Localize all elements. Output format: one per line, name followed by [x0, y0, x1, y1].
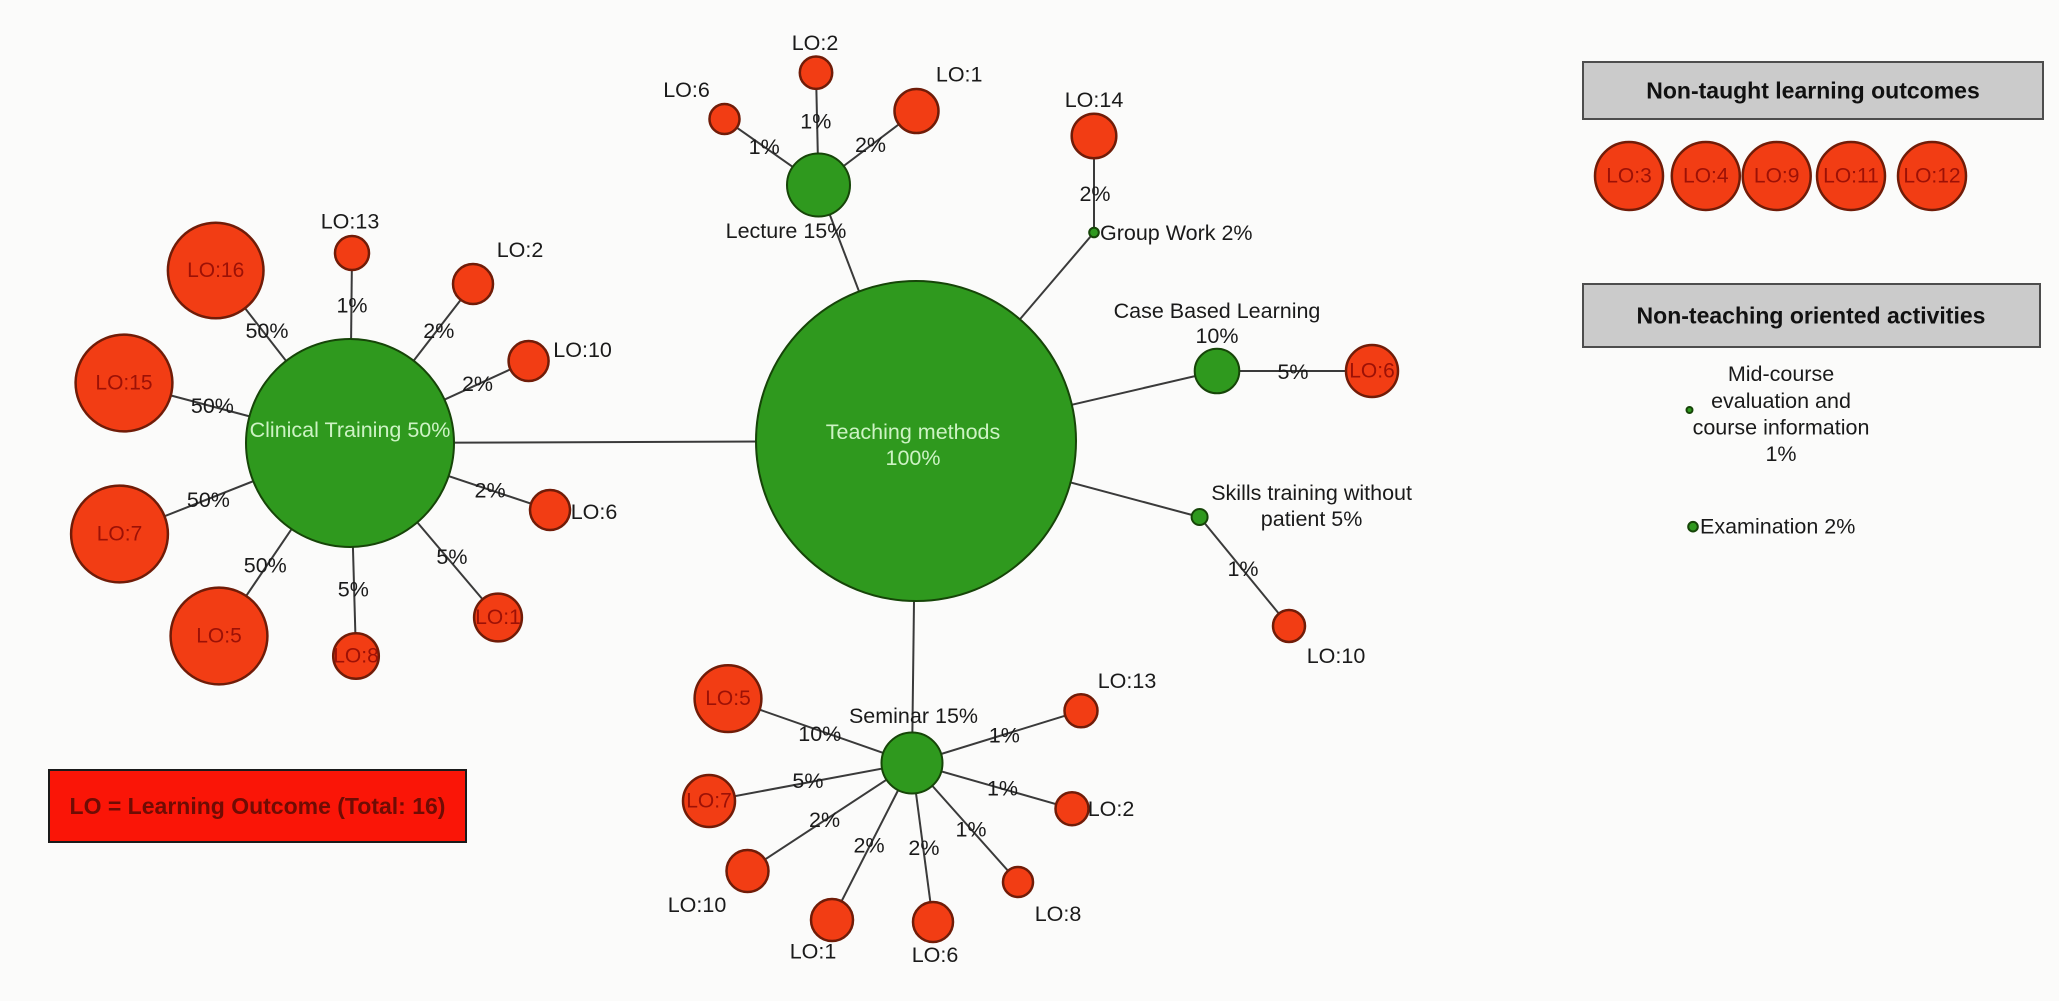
svg-text:50%: 50% [187, 488, 230, 512]
svg-text:1%: 1% [987, 777, 1018, 801]
svg-text:2%: 2% [423, 319, 454, 343]
svg-text:1%: 1% [1227, 557, 1258, 581]
svg-text:5%: 5% [1277, 360, 1308, 384]
svg-text:50%: 50% [244, 553, 287, 577]
svg-text:LO:6: LO:6 [571, 500, 618, 524]
svg-text:Case Based Learning: Case Based Learning [1114, 299, 1321, 323]
svg-text:LO:11: LO:11 [1823, 165, 1879, 188]
svg-text:50%: 50% [245, 319, 288, 343]
svg-text:1%: 1% [336, 293, 367, 317]
svg-text:patient 5%: patient 5% [1261, 507, 1363, 531]
svg-text:Mid-course: Mid-course [1728, 362, 1834, 386]
svg-text:2%: 2% [854, 834, 885, 858]
svg-text:LO = Learning Outcome (Total:: LO = Learning Outcome (Total: 16) [70, 793, 446, 819]
svg-text:Skills training without: Skills training without [1211, 481, 1412, 505]
svg-text:LO:5: LO:5 [196, 625, 242, 648]
svg-text:2%: 2% [1079, 182, 1110, 206]
svg-text:Seminar 15%: Seminar 15% [849, 704, 978, 728]
svg-text:LO:2: LO:2 [497, 238, 544, 262]
svg-text:Lecture 15%: Lecture 15% [726, 219, 847, 243]
svg-text:LO:13: LO:13 [1098, 669, 1157, 693]
svg-text:2%: 2% [908, 836, 939, 860]
svg-text:LO:8: LO:8 [1035, 902, 1082, 926]
svg-text:LO:13: LO:13 [321, 210, 380, 234]
svg-text:LO:12: LO:12 [1903, 165, 1960, 188]
svg-text:Non-taught learning outcomes: Non-taught learning outcomes [1646, 78, 1980, 104]
svg-text:LO:10: LO:10 [1307, 644, 1366, 668]
svg-text:1%: 1% [1765, 442, 1796, 466]
svg-text:LO:8: LO:8 [333, 645, 379, 668]
svg-text:10%: 10% [1195, 324, 1238, 348]
svg-text:5%: 5% [338, 577, 369, 601]
svg-text:Teaching methods: Teaching methods [826, 420, 1001, 444]
svg-text:1%: 1% [800, 110, 831, 134]
svg-text:LO:6: LO:6 [912, 943, 959, 967]
svg-text:5%: 5% [436, 545, 467, 569]
svg-text:course information: course information [1693, 416, 1870, 440]
svg-text:LO:14: LO:14 [1065, 88, 1124, 112]
svg-text:LO:7: LO:7 [97, 523, 143, 546]
svg-text:5%: 5% [792, 769, 823, 793]
svg-text:1%: 1% [989, 724, 1020, 748]
svg-text:LO:15: LO:15 [95, 372, 152, 395]
svg-text:LO:2: LO:2 [1088, 797, 1135, 821]
svg-text:LO:10: LO:10 [668, 893, 727, 917]
svg-text:2%: 2% [475, 479, 506, 503]
svg-text:1%: 1% [955, 817, 986, 841]
svg-text:LO:10: LO:10 [553, 338, 612, 362]
svg-text:LO:9: LO:9 [1754, 165, 1800, 188]
svg-text:2%: 2% [809, 808, 840, 832]
svg-text:LO:3: LO:3 [1606, 165, 1652, 188]
svg-text:Examination 2%: Examination 2% [1700, 515, 1855, 539]
svg-text:LO:1: LO:1 [936, 63, 983, 87]
svg-text:Group Work 2%: Group Work 2% [1100, 221, 1253, 245]
svg-text:1%: 1% [749, 135, 780, 159]
svg-text:LO:2: LO:2 [792, 31, 839, 55]
svg-text:2%: 2% [855, 133, 886, 157]
svg-text:100%: 100% [886, 446, 941, 470]
svg-text:50%: 50% [191, 394, 234, 418]
svg-text:LO:1: LO:1 [475, 606, 521, 629]
svg-text:2%: 2% [462, 372, 493, 396]
svg-text:10%: 10% [798, 722, 841, 746]
svg-text:LO:1: LO:1 [790, 940, 837, 964]
svg-text:LO:4: LO:4 [1683, 165, 1729, 188]
svg-text:Non-teaching oriented activiti: Non-teaching oriented activities [1637, 303, 1986, 329]
svg-text:Clinical Training 50%: Clinical Training 50% [250, 418, 451, 442]
svg-text:LO:6: LO:6 [1349, 360, 1395, 383]
svg-text:LO:7: LO:7 [686, 790, 732, 813]
svg-text:LO:6: LO:6 [663, 78, 710, 102]
svg-text:evaluation and: evaluation and [1711, 389, 1851, 413]
svg-text:LO:5: LO:5 [705, 687, 751, 710]
svg-text:LO:16: LO:16 [187, 259, 244, 282]
